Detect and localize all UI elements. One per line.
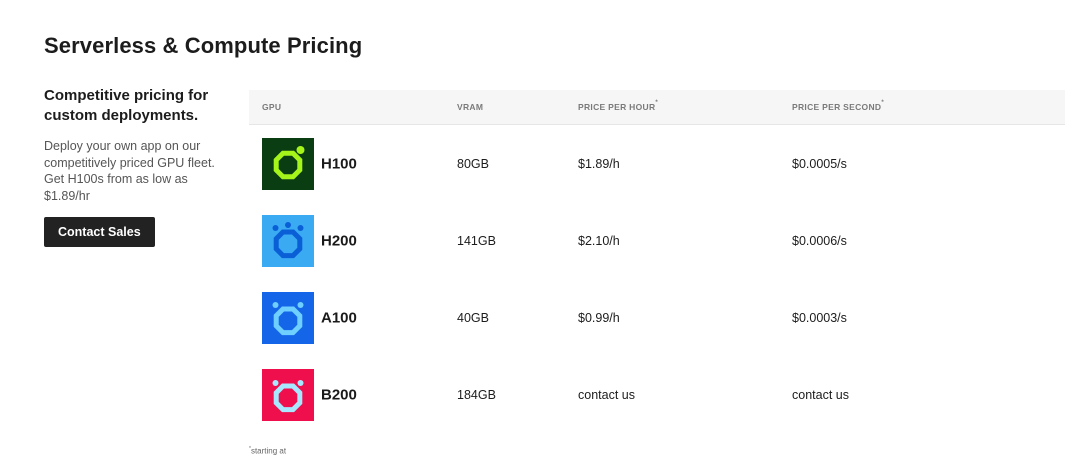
header-asterisk: * xyxy=(881,100,884,106)
gpu-chip-icon xyxy=(262,215,314,267)
price-per-hour-value: $0.99/h xyxy=(578,310,620,325)
vram-value: 40GB xyxy=(457,310,489,325)
price-per-second-value: $0.0005/s xyxy=(792,156,847,171)
header-price-per-hour: PRICE PER HOUR* xyxy=(578,100,659,112)
footnote: *starting at xyxy=(249,446,286,456)
contact-sales-button[interactable]: Contact Sales xyxy=(44,217,155,247)
footnote-text: starting at xyxy=(250,446,287,456)
header-asterisk: * xyxy=(655,100,659,106)
header-vram: VRAM xyxy=(457,102,484,112)
pricing-intro: Competitive pricing for custom deploymen… xyxy=(44,86,226,247)
price-per-hour-value: contact us xyxy=(578,387,635,402)
gpu-chip-icon xyxy=(262,292,314,344)
header-price-per-hour-label: PRICE PER HOUR xyxy=(578,102,656,112)
page-title: Serverless & Compute Pricing xyxy=(44,33,363,58)
intro-description: Deploy your own app on our competitively… xyxy=(44,139,215,203)
header-gpu: GPU xyxy=(262,102,282,112)
price-per-hour-value: $2.10/h xyxy=(578,233,620,248)
intro-heading: Competitive pricing for custom deploymen… xyxy=(44,87,209,124)
vram-value: 184GB xyxy=(457,387,496,402)
table-row: B200 184GB contact us contact us xyxy=(249,356,1065,433)
table-row: H200 141GB $2.10/h $0.0006/s xyxy=(249,202,1065,279)
gpu-chip-icon xyxy=(262,138,314,190)
gpu-name: H100 xyxy=(321,155,357,172)
footnote-asterisk: * xyxy=(249,446,251,452)
price-per-second-value: $0.0003/s xyxy=(792,310,847,325)
header-price-per-second-label: PRICE PER SECOND xyxy=(792,102,882,112)
gpu-chip-icon xyxy=(262,369,314,421)
gpu-name: A100 xyxy=(321,309,357,326)
table-row: A100 40GB $0.99/h $0.0003/s xyxy=(249,279,1065,356)
pricing-table: GPU VRAM PRICE PER HOUR* PRICE PER SECON… xyxy=(249,90,1065,433)
gpu-name: B200 xyxy=(321,386,357,403)
table-header: GPU VRAM PRICE PER HOUR* PRICE PER SECON… xyxy=(249,90,1065,125)
vram-value: 80GB xyxy=(457,156,489,171)
price-per-second-value: $0.0006/s xyxy=(792,233,847,248)
header-price-per-second: PRICE PER SECOND* xyxy=(792,100,884,112)
price-per-hour-value: $1.89/h xyxy=(578,156,620,171)
price-per-second-value: contact us xyxy=(792,387,849,402)
gpu-name: H200 xyxy=(321,232,357,249)
vram-value: 141GB xyxy=(457,233,496,248)
table-row: H100 80GB $1.89/h $0.0005/s xyxy=(249,125,1065,202)
